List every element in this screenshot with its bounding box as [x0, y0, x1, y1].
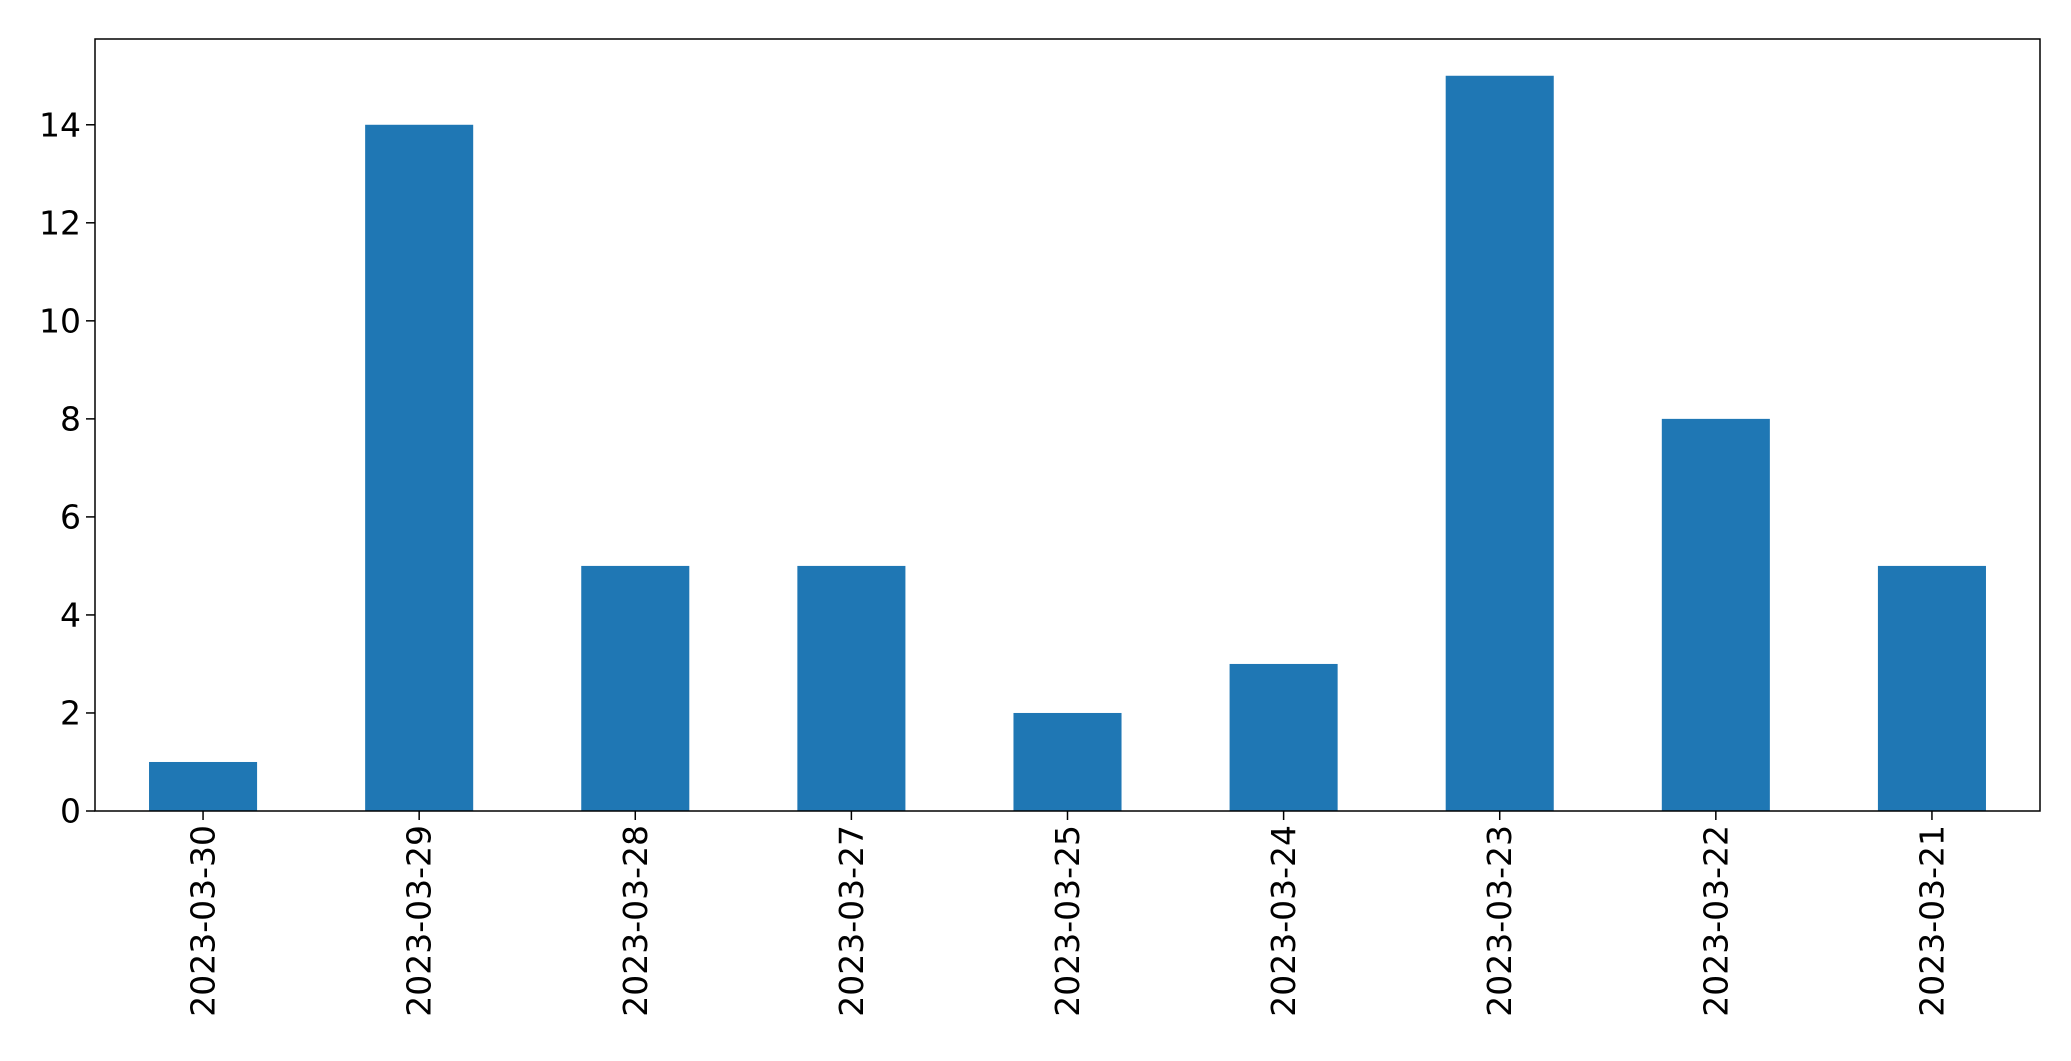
- x-tick-label: 2023-03-27: [832, 825, 871, 1017]
- y-tick-label: 0: [60, 792, 81, 831]
- bar-2023-03-25: [1013, 712, 1122, 811]
- bar-2023-03-30: [149, 761, 258, 811]
- y-tick-label: 14: [39, 105, 81, 144]
- bar-2023-03-21: [1877, 565, 1986, 811]
- x-tick-label: 2023-03-24: [1264, 825, 1303, 1017]
- y-tick-label: 10: [39, 301, 81, 340]
- y-tick-label: 4: [60, 595, 81, 634]
- x-tick-label: 2023-03-23: [1480, 825, 1519, 1017]
- x-tick-label: 2023-03-30: [184, 825, 223, 1017]
- y-tick-label: 8: [60, 399, 81, 438]
- bar-2023-03-24: [1229, 663, 1338, 811]
- bar-2023-03-22: [1661, 418, 1770, 811]
- bar-2023-03-23: [1445, 75, 1554, 811]
- x-tick-label: 2023-03-28: [616, 825, 655, 1017]
- y-axis: 0 2 4 6 8 10 12 14: [39, 105, 95, 831]
- y-tick-label: 6: [60, 497, 81, 536]
- bar-2023-03-27: [797, 565, 906, 811]
- x-tick-label: 2023-03-21: [1912, 825, 1951, 1017]
- x-axis: 2023-03-30 2023-03-29 2023-03-28 2023-03-27…: [184, 811, 1951, 1017]
- bars-layer: [149, 75, 1986, 812]
- x-tick-label: 2023-03-22: [1696, 825, 1735, 1017]
- bar-2023-03-29: [365, 124, 474, 812]
- bar-2023-03-28: [581, 565, 690, 811]
- y-tick-label: 2: [60, 693, 81, 732]
- x-tick-label: 2023-03-29: [400, 825, 439, 1017]
- y-tick-label: 12: [39, 203, 81, 242]
- x-tick-label: 2023-03-25: [1048, 825, 1087, 1017]
